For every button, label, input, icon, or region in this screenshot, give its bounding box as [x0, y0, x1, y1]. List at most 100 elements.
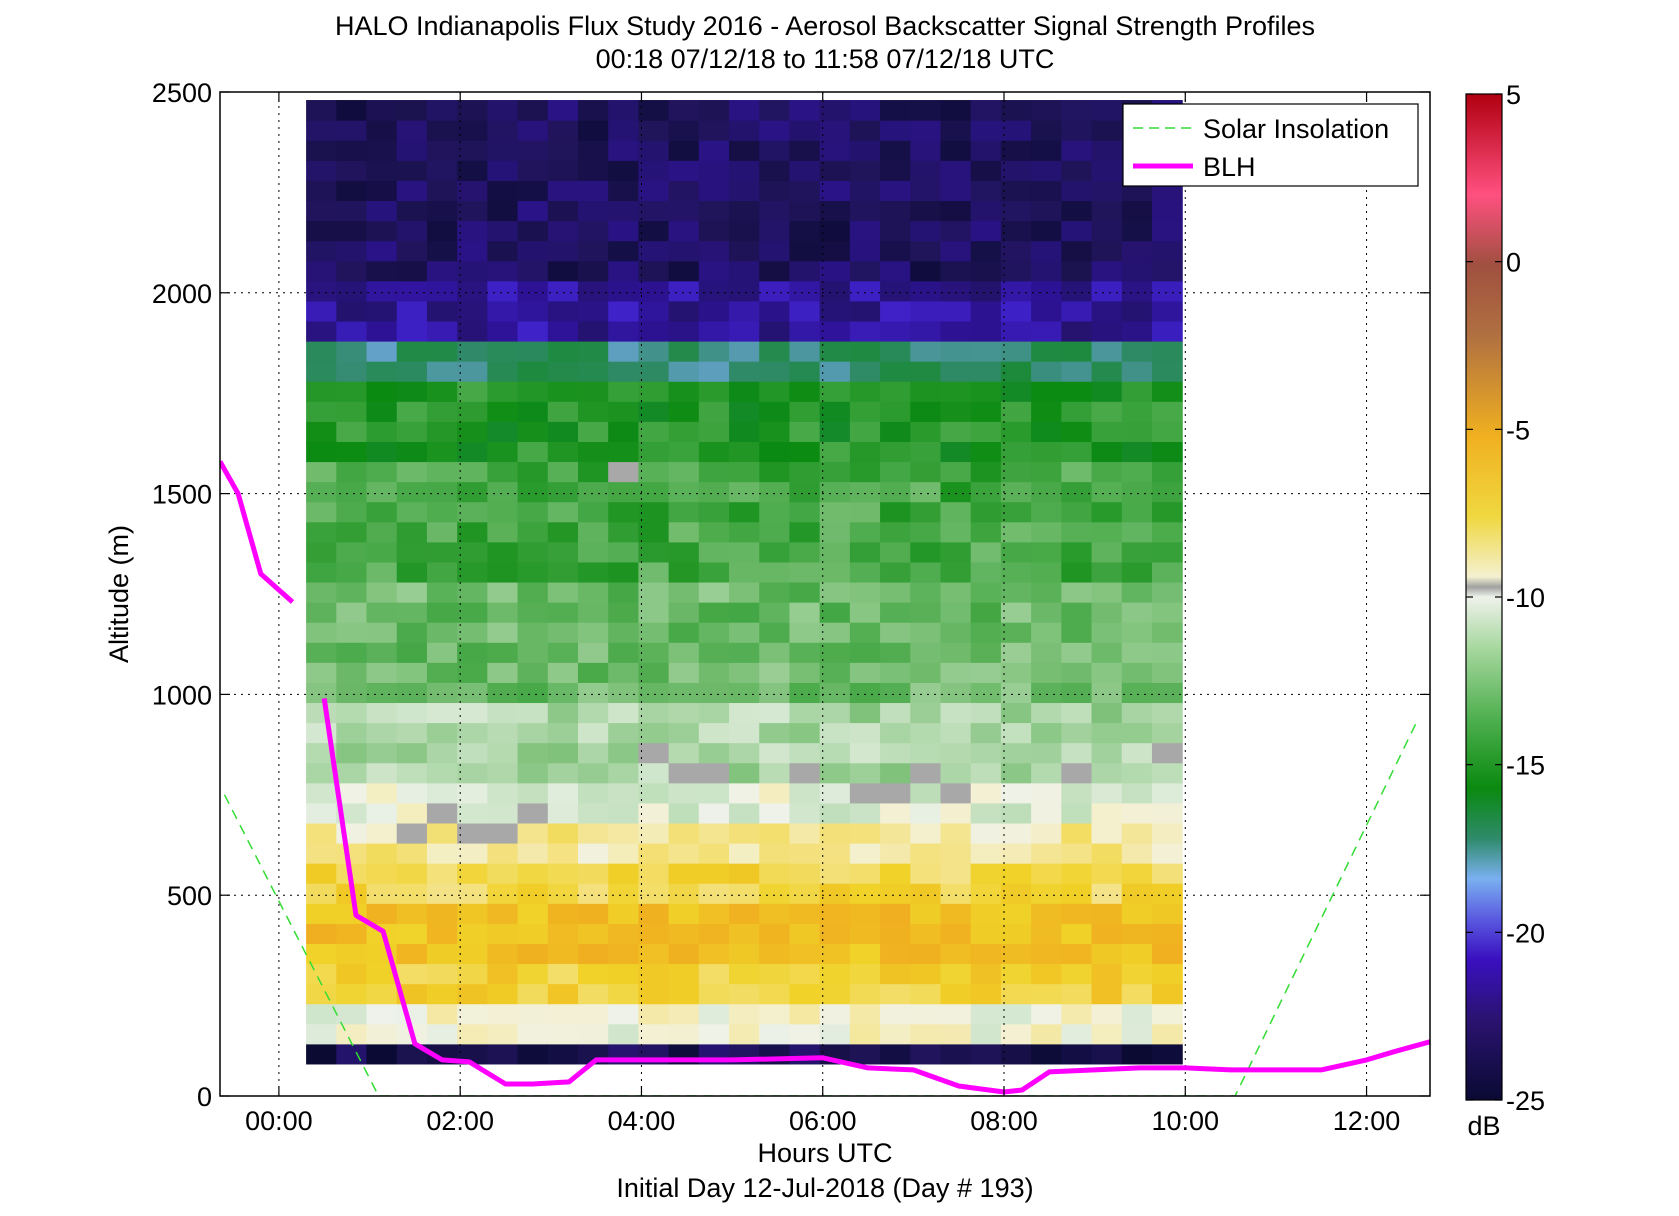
heatmap-cell — [1031, 501, 1062, 523]
heatmap-cell — [366, 602, 398, 623]
heatmap-cell — [849, 220, 881, 242]
heatmap-cell — [668, 662, 700, 683]
heatmap-cell — [880, 561, 911, 583]
heatmap-cell — [517, 822, 549, 844]
heatmap-cell — [336, 381, 368, 402]
heatmap-cell — [1061, 682, 1093, 704]
heatmap-cell — [547, 120, 579, 141]
heatmap-cell — [819, 943, 851, 965]
heatmap-cell — [970, 340, 1002, 362]
heatmap-cell — [789, 963, 821, 985]
heatmap-cell — [910, 662, 942, 683]
heatmap-cell — [789, 863, 821, 884]
heatmap-cell — [336, 622, 368, 643]
heatmap-cell — [1031, 320, 1062, 342]
heatmap-cell — [336, 561, 368, 583]
heatmap-cell — [547, 622, 579, 643]
heatmap-cell — [759, 702, 791, 724]
heatmap-cell — [426, 1023, 458, 1045]
heatmap-cell — [426, 842, 458, 864]
heatmap-cell — [668, 220, 700, 242]
heatmap-cell — [698, 782, 730, 804]
heatmap-cell — [698, 461, 730, 483]
heatmap-cell — [396, 602, 428, 623]
heatmap-cell — [457, 923, 488, 944]
x-tick-label: 02:00 — [426, 1106, 494, 1136]
heatmap-cell — [1121, 240, 1153, 262]
heatmap-cell — [729, 421, 760, 442]
heatmap-cell — [336, 481, 368, 503]
heatmap-cell — [1151, 642, 1183, 663]
heatmap-cell — [789, 1023, 821, 1045]
heatmap-cell — [547, 541, 579, 563]
heatmap-cell — [940, 340, 972, 362]
heatmap-cell — [638, 622, 670, 643]
heatmap-cell — [729, 863, 760, 884]
heatmap-cell — [729, 581, 760, 603]
heatmap-cell — [457, 441, 488, 463]
heatmap-cell — [396, 943, 428, 965]
heatmap-cell — [1151, 802, 1183, 824]
heatmap-cell — [729, 1003, 760, 1025]
heatmap-cell — [366, 160, 398, 181]
heatmap-cell — [759, 220, 791, 242]
heatmap-cell — [910, 280, 942, 302]
heatmap-cell — [668, 581, 700, 603]
heatmap-cell — [457, 722, 488, 744]
heatmap-cell — [910, 903, 942, 924]
heatmap-cell — [306, 903, 337, 924]
heatmap-cell — [396, 481, 428, 503]
heatmap-cell — [638, 923, 670, 944]
heatmap-cell — [940, 421, 972, 442]
heatmap-cell — [970, 1003, 1002, 1025]
heatmap-cell — [1121, 461, 1153, 483]
heatmap-cell — [396, 822, 428, 844]
heatmap-cell — [336, 421, 368, 442]
heatmap-cell — [638, 100, 670, 121]
heatmap-cell — [1091, 682, 1123, 704]
heatmap-cell — [789, 120, 821, 141]
heatmap-cell — [457, 180, 488, 202]
heatmap-cell — [970, 622, 1002, 643]
heatmap-cell — [698, 120, 730, 141]
heatmap-cell — [759, 441, 791, 463]
heatmap-cell — [1151, 561, 1183, 583]
heatmap-cell — [940, 622, 972, 643]
heatmap-cell — [1061, 602, 1093, 623]
heatmap-cell — [1121, 702, 1153, 724]
heatmap-cell — [970, 401, 1002, 422]
colorbar-ticks: 5 0 -5 -10 -15 -20 -25 — [1466, 80, 1545, 1116]
heatmap-cell — [789, 441, 821, 463]
heatmap-cell — [789, 300, 821, 322]
heatmap-cell — [577, 541, 609, 563]
heatmap-cell — [668, 822, 700, 844]
heatmap-cell — [698, 260, 730, 282]
heatmap-cell — [1151, 682, 1183, 704]
heatmap-cell — [729, 722, 760, 744]
heatmap-cell — [819, 120, 851, 141]
heatmap-cell — [638, 883, 670, 904]
heatmap-cell — [638, 140, 670, 161]
heatmap-cell — [1031, 742, 1062, 764]
heatmap-cell — [970, 642, 1002, 663]
heatmap-cell — [366, 742, 398, 764]
heatmap-cell — [940, 200, 972, 222]
heatmap-cell — [608, 401, 640, 422]
heatmap-cell — [1151, 581, 1183, 603]
heatmap-cell — [336, 100, 368, 121]
heatmap-cell — [366, 481, 398, 503]
heatmap-cell — [849, 602, 881, 623]
heatmap-cell — [1121, 561, 1153, 583]
heatmap-cell — [638, 642, 670, 663]
heatmap-cell — [819, 682, 851, 704]
heatmap-cell — [457, 200, 488, 222]
heatmap-cell — [336, 762, 368, 784]
heatmap-cell — [517, 702, 549, 724]
heatmap-cell — [638, 822, 670, 844]
heatmap-cell — [336, 742, 368, 764]
heatmap-cell — [1091, 622, 1123, 643]
heatmap-cell — [759, 822, 791, 844]
heatmap-cell — [970, 742, 1002, 764]
heatmap-cell — [638, 421, 670, 442]
colorbar: 5 0 -5 -10 -15 -20 -25 dB — [1465, 80, 1545, 1141]
